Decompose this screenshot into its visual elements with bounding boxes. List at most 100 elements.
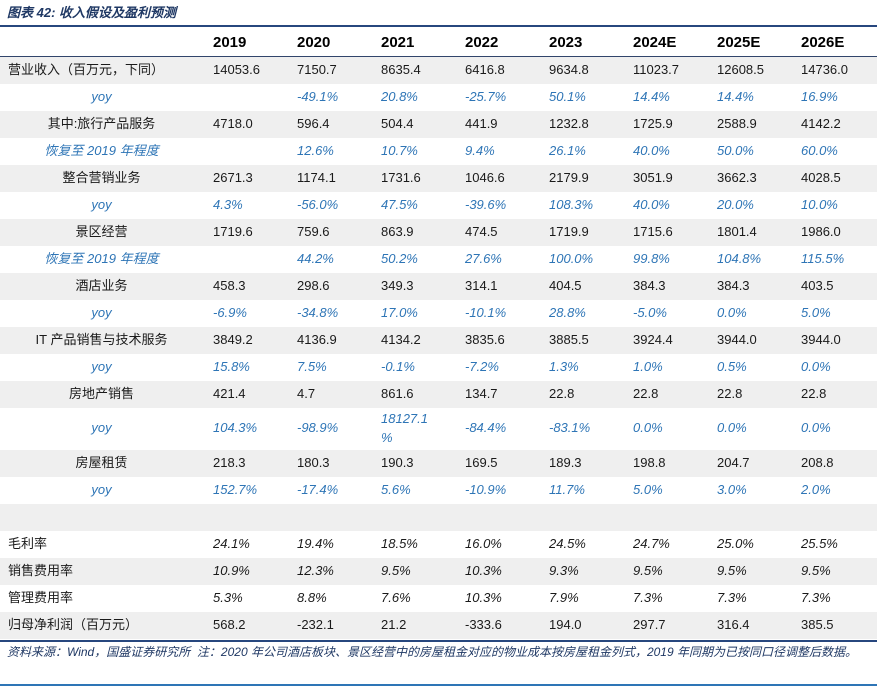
cell-2024E: 9.5% xyxy=(633,562,663,578)
cell-2023: 2179.9 xyxy=(549,170,589,186)
cell-2024E: 297.7 xyxy=(633,616,666,632)
cell-2021: 4134.2 xyxy=(381,332,421,348)
cell-2024E: 198.8 xyxy=(633,454,666,470)
cell-2025E: 9.5% xyxy=(717,562,747,578)
cell-2022: 169.5 xyxy=(465,454,498,470)
cell-2019: 1719.6 xyxy=(213,224,253,240)
cell-2020: -98.9% xyxy=(297,420,339,436)
figure-title: 图表 42: 收入假设及盈利预测 xyxy=(0,0,877,27)
cell-2020: 596.4 xyxy=(297,116,330,132)
cell-2021: 20.8% xyxy=(381,89,418,105)
cell-2020: 1174.1 xyxy=(297,170,336,186)
cell-2024E: 0.0% xyxy=(633,420,663,436)
cell-2021: 861.6 xyxy=(381,386,414,402)
cell-2026E: 115.5% xyxy=(801,251,845,267)
table-row: 归母净利润（百万元） 568.2 -232.1 21.2 -333.6 194.0 297.… xyxy=(0,611,877,639)
cell-2023: -83.1% xyxy=(549,420,591,436)
cell-2024E: 1715.6 xyxy=(633,224,673,240)
cell-2023: 1.3% xyxy=(549,359,579,375)
source-text: 资料来源：Wind，国盛证券研究所 xyxy=(7,644,191,659)
cell-2026E: 25.5% xyxy=(801,535,838,551)
cell-2019: 15.8% xyxy=(213,359,250,375)
row-label: 景区经营 xyxy=(75,224,128,240)
row-label: 酒店业务 xyxy=(75,278,128,294)
cell-2020: 4136.9 xyxy=(297,332,337,348)
row-label: 房屋租赁 xyxy=(75,454,128,470)
cell-2019: 3849.2 xyxy=(213,332,253,348)
note-spacer xyxy=(190,645,197,659)
cell-2023: 1232.8 xyxy=(549,116,589,132)
cell-2021: 5.6% xyxy=(381,481,411,497)
column-header-2021: 2021 xyxy=(381,33,415,51)
cell-2023: 189.3 xyxy=(549,454,582,470)
cell-2021: 17.0% xyxy=(381,305,418,321)
forecast-table: 2019 2020 2021 2022 2023 2024E 2025E 202… xyxy=(0,27,877,639)
cell-2025E: 316.4 xyxy=(717,616,750,632)
cell-2023: 100.0% xyxy=(549,251,594,267)
cell-2026E: 7.3% xyxy=(801,589,831,605)
cell-2019: 104.3% xyxy=(213,420,258,436)
cell-2021: 190.3 xyxy=(381,454,414,470)
row-label: 归母净利润（百万元） xyxy=(8,616,139,632)
table-row: IT 产品销售与技术服务 3849.2 4136.9 4134.2 3835.6 3885… xyxy=(0,327,877,354)
cell-2021 xyxy=(373,515,457,519)
cell-2026E: 22.8 xyxy=(801,386,827,402)
cell-2025E xyxy=(709,515,793,519)
cell-2025E: 20.0% xyxy=(717,197,754,213)
cell-2024E xyxy=(625,515,709,519)
cell-2026E: 60.0% xyxy=(801,143,838,159)
note-text: 注：2020 年公司酒店板块、景区经营中的房屋租金对应的物业成本按房屋租金列式，… xyxy=(196,644,857,659)
cell-2023: 24.5% xyxy=(549,535,586,551)
cell-2022: 134.7 xyxy=(465,386,498,402)
cell-2026E: 0.0% xyxy=(801,420,831,436)
table-body: 营业收入（百万元，下同） 14053.6 7150.7 8635.4 6416.8 963… xyxy=(0,57,877,639)
row-label: 整合营销业务 xyxy=(62,170,141,186)
cell-2019 xyxy=(205,150,289,154)
row-label: 销售费用率 xyxy=(8,562,74,578)
cell-2024E: -5.0% xyxy=(633,305,667,321)
cell-2019: 4.3% xyxy=(213,197,243,213)
cell-2023: 50.1% xyxy=(549,89,586,105)
cell-2020: 8.8% xyxy=(297,589,327,605)
cell-2022: -7.2% xyxy=(465,359,499,375)
cell-2025E: 50.0% xyxy=(717,143,754,159)
cell-2025E: 2588.9 xyxy=(717,116,757,132)
cell-2019: 5.3% xyxy=(213,589,243,605)
cell-2024E: 99.8% xyxy=(633,251,670,267)
cell-2025E: 3944.0 xyxy=(717,332,757,348)
row-label: yoy xyxy=(91,305,112,321)
cell-2023: 26.1% xyxy=(549,143,586,159)
cell-2019 xyxy=(205,515,289,519)
row-label: 营业收入（百万元，下同） xyxy=(8,62,165,78)
cell-2023: 22.8 xyxy=(549,386,575,402)
cell-2022: 10.3% xyxy=(465,589,502,605)
cell-2019: 568.2 xyxy=(213,616,246,632)
cell-2020: 12.3% xyxy=(297,562,334,578)
cell-2020: 298.6 xyxy=(297,278,330,294)
cell-2024E: 7.3% xyxy=(633,589,663,605)
cell-2023: 28.8% xyxy=(549,305,586,321)
cell-2020: 44.2% xyxy=(297,251,334,267)
table-row: 景区经营 1719.6 759.6 863.9 474.5 1719.9 1715.6 180… xyxy=(0,219,877,246)
row-label: 管理费用率 xyxy=(8,589,74,605)
cell-2026E: 4028.5 xyxy=(801,170,841,186)
cell-2022: -10.1% xyxy=(465,305,507,321)
cell-2022: 3835.6 xyxy=(465,332,505,348)
cell-2019: 152.7% xyxy=(213,481,258,497)
cell-2025E: 204.7 xyxy=(717,454,750,470)
cell-2023 xyxy=(541,515,625,519)
cell-2024E: 40.0% xyxy=(633,143,670,159)
cell-2026E: 14736.0 xyxy=(801,62,848,78)
cell-2025E: 7.3% xyxy=(717,589,747,605)
cell-2021: 10.7% xyxy=(381,143,418,159)
cell-2021: 18.5% xyxy=(381,535,418,551)
cell-2024E: 22.8 xyxy=(633,386,659,402)
column-header-2022: 2022 xyxy=(465,33,499,51)
table-row: 整合营销业务 2671.3 1174.1 1731.6 1046.6 2179.9 3051… xyxy=(0,165,877,192)
row-label: 恢复至 2019 年程度 xyxy=(44,143,159,159)
cell-2019: -6.9% xyxy=(213,305,247,321)
column-header-2020: 2020 xyxy=(297,33,331,51)
table-row: 其中:旅行产品服务 4718.0 596.4 504.4 441.9 1232.8 1725… xyxy=(0,111,877,138)
cell-2023: 9.3% xyxy=(549,562,579,578)
